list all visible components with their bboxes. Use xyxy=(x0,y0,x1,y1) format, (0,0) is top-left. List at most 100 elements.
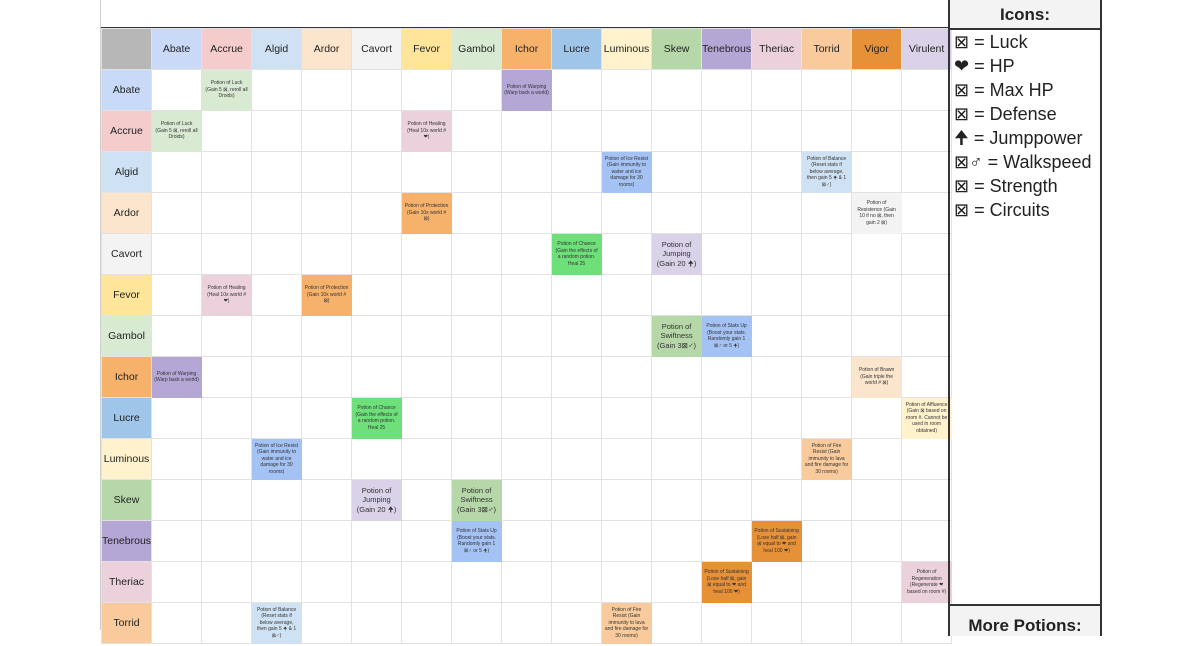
empty-cell[interactable] xyxy=(301,151,353,193)
empty-cell[interactable] xyxy=(901,110,953,152)
empty-cell[interactable] xyxy=(701,110,753,152)
empty-cell[interactable] xyxy=(801,192,853,234)
empty-cell[interactable] xyxy=(451,233,503,275)
empty-cell[interactable] xyxy=(651,356,703,398)
empty-cell[interactable] xyxy=(901,274,953,316)
empty-cell[interactable] xyxy=(551,356,603,398)
column-header-lucre[interactable]: Lucre xyxy=(551,28,603,70)
row-header-cavort[interactable]: Cavort xyxy=(100,233,153,275)
empty-cell[interactable] xyxy=(451,561,503,603)
empty-cell[interactable] xyxy=(801,274,853,316)
potion-cell-balance[interactable]: Potion of Balance (Reset stats if below … xyxy=(251,602,303,644)
empty-cell[interactable] xyxy=(151,233,203,275)
empty-cell[interactable] xyxy=(851,233,903,275)
empty-cell[interactable] xyxy=(201,233,253,275)
empty-cell[interactable] xyxy=(401,561,453,603)
empty-cell[interactable] xyxy=(501,520,553,562)
empty-cell[interactable] xyxy=(851,520,903,562)
empty-cell[interactable] xyxy=(551,151,603,193)
potion-cell-warping[interactable]: Potion of Warping (Warp back a world) xyxy=(151,356,203,398)
empty-cell[interactable] xyxy=(401,233,453,275)
empty-cell[interactable] xyxy=(501,356,553,398)
empty-cell[interactable] xyxy=(551,561,603,603)
empty-cell[interactable] xyxy=(401,479,453,521)
potion-cell-resistance[interactable]: Potion of Resistence (Gain 10 if no ⊠, t… xyxy=(851,192,903,234)
column-header-ardor[interactable]: Ardor xyxy=(301,28,353,70)
empty-cell[interactable] xyxy=(601,69,653,111)
empty-cell[interactable] xyxy=(501,315,553,357)
potion-cell-statsup[interactable]: Potion of Stats Up (Boost your stats. Ra… xyxy=(701,315,753,357)
empty-cell[interactable] xyxy=(801,356,853,398)
empty-cell[interactable] xyxy=(251,479,303,521)
empty-cell[interactable] xyxy=(351,151,403,193)
empty-cell[interactable] xyxy=(601,110,653,152)
row-header-gambol[interactable]: Gambol xyxy=(100,315,153,357)
empty-cell[interactable] xyxy=(451,356,503,398)
empty-cell[interactable] xyxy=(901,151,953,193)
empty-cell[interactable] xyxy=(801,561,853,603)
empty-cell[interactable] xyxy=(401,151,453,193)
empty-cell[interactable] xyxy=(251,274,303,316)
empty-cell[interactable] xyxy=(851,438,903,480)
empty-cell[interactable] xyxy=(701,397,753,439)
potion-cell-jumping[interactable]: Potion of Jumping (Gain 20 🠉) xyxy=(651,233,703,275)
empty-cell[interactable] xyxy=(251,397,303,439)
empty-cell[interactable] xyxy=(801,602,853,644)
empty-cell[interactable] xyxy=(601,315,653,357)
empty-cell[interactable] xyxy=(201,520,253,562)
empty-cell[interactable] xyxy=(451,397,503,439)
empty-cell[interactable] xyxy=(551,315,603,357)
empty-cell[interactable] xyxy=(401,438,453,480)
empty-cell[interactable] xyxy=(451,69,503,111)
potion-cell-statsup[interactable]: Potion of Stats Up (Boost your stats. Ra… xyxy=(451,520,503,562)
empty-cell[interactable] xyxy=(751,274,803,316)
empty-cell[interactable] xyxy=(901,233,953,275)
empty-cell[interactable] xyxy=(801,520,853,562)
potion-cell-luck[interactable]: Potion of Luck (Gain 5 ⊠, reroll all Dro… xyxy=(201,69,253,111)
empty-cell[interactable] xyxy=(651,602,703,644)
empty-cell[interactable] xyxy=(201,110,253,152)
column-header-tenebrous[interactable]: Tenebrous xyxy=(701,28,753,70)
empty-cell[interactable] xyxy=(501,192,553,234)
empty-cell[interactable] xyxy=(501,438,553,480)
empty-cell[interactable] xyxy=(351,356,403,398)
empty-cell[interactable] xyxy=(901,69,953,111)
empty-cell[interactable] xyxy=(601,192,653,234)
empty-cell[interactable] xyxy=(251,192,303,234)
empty-cell[interactable] xyxy=(401,315,453,357)
empty-cell[interactable] xyxy=(301,520,353,562)
empty-cell[interactable] xyxy=(451,192,503,234)
empty-cell[interactable] xyxy=(401,520,453,562)
empty-cell[interactable] xyxy=(851,602,903,644)
column-header-gambol[interactable]: Gambol xyxy=(451,28,503,70)
row-header-ichor[interactable]: Ichor xyxy=(100,356,153,398)
empty-cell[interactable] xyxy=(901,356,953,398)
potion-cell-chance[interactable]: Potion of Chance (Gain the effects of a … xyxy=(351,397,403,439)
empty-cell[interactable] xyxy=(801,233,853,275)
empty-cell[interactable] xyxy=(651,520,703,562)
column-header-cavort[interactable]: Cavort xyxy=(351,28,403,70)
empty-cell[interactable] xyxy=(601,356,653,398)
empty-cell[interactable] xyxy=(151,151,203,193)
empty-cell[interactable] xyxy=(751,315,803,357)
empty-cell[interactable] xyxy=(701,602,753,644)
empty-cell[interactable] xyxy=(301,561,353,603)
row-header-algid[interactable]: Algid xyxy=(100,151,153,193)
empty-cell[interactable] xyxy=(501,110,553,152)
empty-cell[interactable] xyxy=(301,110,353,152)
empty-cell[interactable] xyxy=(701,192,753,234)
potion-cell-ice[interactable]: Potion of Ice Resist (Gain immunity to w… xyxy=(601,151,653,193)
empty-cell[interactable] xyxy=(351,602,403,644)
empty-cell[interactable] xyxy=(551,397,603,439)
empty-cell[interactable] xyxy=(851,151,903,193)
empty-cell[interactable] xyxy=(201,438,253,480)
potion-cell-balance[interactable]: Potion of Balance (Reset stats if below … xyxy=(801,151,853,193)
potion-cell-warping[interactable]: Potion of Warping (Warp back a world) xyxy=(501,69,553,111)
empty-cell[interactable] xyxy=(551,69,603,111)
column-header-vigor[interactable]: Vigor xyxy=(851,28,903,70)
empty-cell[interactable] xyxy=(501,602,553,644)
empty-cell[interactable] xyxy=(451,110,503,152)
empty-cell[interactable] xyxy=(201,479,253,521)
empty-cell[interactable] xyxy=(401,602,453,644)
empty-cell[interactable] xyxy=(251,69,303,111)
